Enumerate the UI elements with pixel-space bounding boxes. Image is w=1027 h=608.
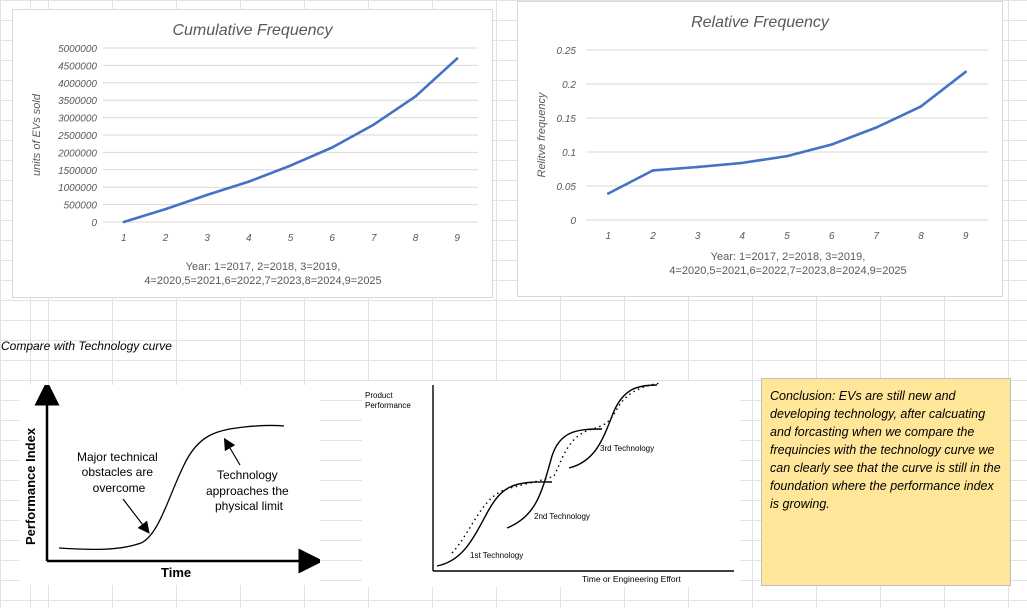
data-point-4: [741, 161, 744, 165]
y-axis-label: units of EVs sold: [31, 93, 43, 176]
data-point-8: [919, 105, 923, 108]
x-tick-label-1: 2: [649, 231, 656, 242]
x-tick-label-5: 6: [329, 233, 335, 244]
y-tick-label-6: 3000000: [58, 114, 97, 125]
x-tick-label-2: 3: [204, 233, 210, 244]
data-point-7: [372, 123, 376, 126]
y-tick-label-7: 3500000: [58, 96, 97, 107]
data-point-9: [964, 70, 967, 74]
x-tick-label-8: 9: [963, 231, 969, 242]
y-tick-label-4: 0.2: [562, 80, 576, 91]
y-tick-label-1: 0.05: [557, 182, 577, 193]
cumulative-frequency-plot: 0 500000 1000000 1500000 2000000 2500000 30000…: [31, 44, 478, 244]
y-tick-label-0: 0: [91, 218, 97, 229]
x-axis-label: Year: 1=2017, 2=2018, 3=2019, 4=2020,5=2…: [618, 250, 958, 278]
note-left-arrow: [122, 498, 150, 534]
chart-title: Relative Frequency: [691, 14, 829, 31]
series-line: [607, 70, 967, 195]
x-tick-label-4: 5: [288, 233, 294, 244]
y-tick-label-10: 5000000: [58, 44, 97, 55]
data-point-5: [785, 154, 789, 158]
data-point-7: [875, 126, 878, 129]
x-tick-label-6: 7: [874, 231, 880, 242]
second-technology-curve: [506, 428, 603, 529]
multiple-technology-curves-diagram[interactable]: Product Performance Time or Engineering …: [362, 381, 740, 587]
conclusion-text-box[interactable]: Conclusion: EVs are still new and develo…: [761, 378, 1011, 586]
relative-frequency-chart[interactable]: Relative Frequency 0 0.05 0.1 0.15 0.2 0.25 1 2…: [517, 1, 1003, 297]
x-tick-label-3: 4: [740, 231, 746, 242]
y-tick-label-5: 0.25: [557, 46, 577, 57]
x-tick-label-4: 5: [784, 231, 790, 242]
y-tick-label-2: 0.1: [562, 148, 576, 159]
y-axis-label: Performance Index: [23, 427, 38, 545]
x-tick-label-8: 9: [454, 233, 460, 244]
x-axis-label: Year: 1=2017, 2=2018, 3=2019, 4=2020,5=2…: [93, 260, 433, 288]
data-point-1: [122, 220, 126, 224]
x-tick-label-7: 8: [413, 233, 419, 244]
x-tick-label-7: 8: [918, 231, 924, 242]
data-point-3: [205, 193, 209, 197]
x-tick-label-0: 1: [121, 233, 127, 244]
x-tick-label-0: 1: [606, 231, 612, 242]
cumulative-frequency-chart[interactable]: Cumulative Frequency 0 500000 1000000 15000…: [12, 9, 493, 298]
third-technology-label: 3rd Technology: [600, 444, 654, 453]
data-point-9: [455, 57, 459, 60]
y-tick-label-9: 4500000: [58, 61, 97, 72]
data-point-5: [289, 164, 292, 167]
first-technology-label: 1st Technology: [470, 551, 523, 560]
y-tick-label-3: 1500000: [58, 166, 97, 177]
y-tick-label-0: 0: [570, 216, 576, 227]
chart-title: Cumulative Frequency: [172, 22, 333, 39]
y-tick-label-8: 4000000: [58, 79, 97, 90]
x-tick-label-2: 3: [695, 231, 701, 242]
data-point-6: [830, 143, 833, 146]
data-point-8: [414, 95, 417, 98]
data-point-4: [247, 180, 251, 183]
x-axis-label: Time or Engineering Effort: [582, 574, 681, 584]
y-tick-label-3: 0.15: [557, 114, 577, 125]
x-tick-label-6: 7: [371, 233, 377, 244]
x-axis-label-line-2: 4=2020,5=2021,6=2022,7=2023,8=2024,9=202…: [669, 265, 907, 277]
second-technology-label: 2nd Technology: [534, 512, 590, 521]
y-tick-label-2: 1000000: [58, 183, 97, 194]
technology-s-curve-diagram[interactable]: Performance Index Time Major technical o…: [19, 385, 320, 585]
x-axis-label-line-2: 4=2020,5=2021,6=2022,7=2023,8=2024,9=202…: [144, 275, 382, 287]
y-tick-label-5: 2500000: [57, 131, 97, 142]
data-point-6: [330, 146, 334, 149]
note-right: Technology approaches the physical limit: [206, 468, 292, 513]
data-point-3: [696, 165, 699, 169]
third-technology-curve: [568, 384, 658, 469]
first-technology-curve: [436, 481, 553, 567]
note-left: Major technical obstacles are overcome: [77, 450, 161, 495]
y-tick-label-1: 500000: [64, 201, 98, 212]
conclusion-text: Conclusion: EVs are still new and develo…: [770, 389, 1001, 511]
x-axis-label-line-1: Year: 1=2017, 2=2018, 3=2019,: [185, 261, 341, 273]
x-tick-label-3: 4: [246, 233, 252, 244]
x-axis-label: Time: [161, 565, 191, 580]
note-right-arrow: [223, 437, 241, 466]
s-curve-line: [58, 424, 285, 551]
y-axis-label: Relitve frequency: [536, 91, 548, 177]
y-tick-label-4: 2000000: [57, 148, 97, 159]
relative-frequency-plot: 0 0.05 0.1 0.15 0.2 0.25 1 2 3 4 5 6 7 8 9 Relitve freq…: [536, 46, 988, 242]
x-axis-label-line-1: Year: 1=2017, 2=2018, 3=2019,: [710, 251, 866, 263]
data-point-2: [651, 169, 655, 172]
x-tick-label-5: 6: [829, 231, 835, 242]
x-tick-label-1: 2: [162, 233, 169, 244]
data-point-1: [607, 192, 610, 195]
y-axis-label: Product Performance: [365, 391, 411, 410]
section-label: Compare with Technology curve: [1, 339, 172, 353]
data-point-2: [164, 207, 167, 211]
